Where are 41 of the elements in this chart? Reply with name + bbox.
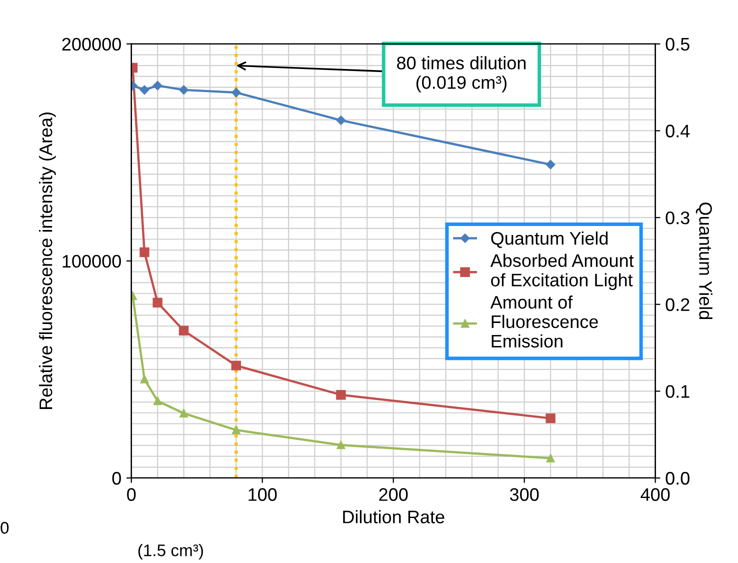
text: (1.5 cm³) bbox=[138, 544, 203, 560]
y-tick-label: 0 bbox=[112, 472, 121, 485]
legend-label: Quantum Yield bbox=[491, 232, 608, 248]
point bbox=[153, 396, 162, 406]
x-tick-label: 300 bbox=[510, 488, 539, 501]
y2-tick-label: 0.2 bbox=[666, 298, 690, 312]
y-tick-label: 100000 bbox=[62, 254, 121, 268]
legend-label: Absorbed Amount of Excitation Light bbox=[490, 254, 634, 290]
y2-tick-label: 0.5 bbox=[666, 38, 690, 51]
text: 0 bbox=[0, 522, 9, 534]
point bbox=[179, 85, 188, 95]
point bbox=[336, 390, 346, 400]
point bbox=[336, 116, 346, 125]
point bbox=[152, 80, 162, 90]
point bbox=[140, 375, 149, 384]
x-tick-label: 100 bbox=[248, 488, 277, 501]
text: 0.0 bbox=[666, 472, 690, 485]
y2-tick-label: 0.4 bbox=[666, 124, 690, 138]
x-tick-label: 200 bbox=[379, 488, 408, 501]
legend-label: Amount of Fluorescence Emission bbox=[490, 295, 598, 348]
x-tick-label: 0 bbox=[127, 488, 136, 501]
point bbox=[232, 88, 241, 98]
x-axis-title: Dilution Rate bbox=[343, 510, 444, 524]
y-tick-label: 200000 bbox=[62, 38, 121, 51]
point bbox=[232, 426, 240, 434]
point bbox=[178, 326, 189, 336]
y2-tick-label: 0.3 bbox=[666, 211, 690, 224]
point bbox=[152, 298, 162, 308]
annotation: 80 times dilution (0.019 cm³) bbox=[397, 56, 526, 92]
x-tick-label: 400 bbox=[640, 488, 670, 501]
point bbox=[546, 413, 556, 424]
y2-axis-title: Quantum Yield bbox=[696, 202, 712, 320]
point bbox=[140, 247, 150, 258]
point bbox=[231, 360, 242, 370]
y2-tick-label: 0.1 bbox=[666, 385, 690, 398]
point bbox=[546, 160, 556, 170]
point bbox=[140, 85, 150, 95]
point bbox=[336, 440, 346, 450]
point bbox=[546, 454, 555, 462]
y-axis-title: Relative fluorescence intensity (Area) bbox=[39, 112, 56, 409]
point bbox=[180, 409, 188, 418]
